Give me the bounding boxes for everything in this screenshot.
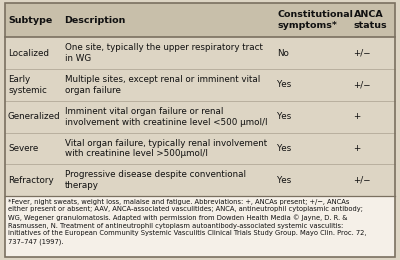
Text: +: +: [354, 112, 361, 121]
Bar: [5, 37, 395, 69]
Text: One site, typically the upper respiratory tract
in WG: One site, typically the upper respirator…: [65, 43, 262, 63]
Text: Yes: Yes: [277, 112, 292, 121]
Text: Imminent vital organ failure or renal
involvement with creatinine level <500 μmo: Imminent vital organ failure or renal in…: [65, 107, 267, 127]
Bar: [5, 101, 395, 133]
Text: Generalized: Generalized: [8, 112, 61, 121]
Text: Multiple sites, except renal or imminent vital
organ failure: Multiple sites, except renal or imminent…: [65, 75, 260, 95]
Bar: [5, 164, 395, 196]
Text: Severe: Severe: [8, 144, 38, 153]
Text: No: No: [277, 49, 289, 58]
Text: Constitutional
symptoms*: Constitutional symptoms*: [277, 10, 353, 30]
Text: Localized: Localized: [8, 49, 49, 58]
Text: +/−: +/−: [354, 176, 371, 185]
Text: +/−: +/−: [354, 80, 371, 89]
Text: Subtype: Subtype: [8, 16, 52, 25]
Text: ANCA
status: ANCA status: [354, 10, 387, 30]
Text: Yes: Yes: [277, 176, 292, 185]
Bar: [5, 69, 395, 101]
Text: +/−: +/−: [354, 49, 371, 58]
Text: *Fever, night sweats, weight loss, malaise and fatigue. Abbreviations: +, ANCAs : *Fever, night sweats, weight loss, malai…: [8, 199, 366, 245]
Text: Yes: Yes: [277, 144, 292, 153]
Text: Progressive disease despite conventional
therapy: Progressive disease despite conventional…: [65, 170, 246, 190]
Text: Yes: Yes: [277, 80, 292, 89]
Text: Early
systemic: Early systemic: [8, 75, 47, 95]
Text: Description: Description: [65, 16, 126, 25]
Text: +: +: [354, 144, 361, 153]
Text: Vital organ failure, typically renal involvement
with creatinine level >500μmol/: Vital organ failure, typically renal inv…: [65, 139, 267, 158]
Text: Refractory: Refractory: [8, 176, 54, 185]
Bar: [5, 3, 395, 37]
Bar: [5, 133, 395, 164]
Bar: [5, 196, 395, 257]
